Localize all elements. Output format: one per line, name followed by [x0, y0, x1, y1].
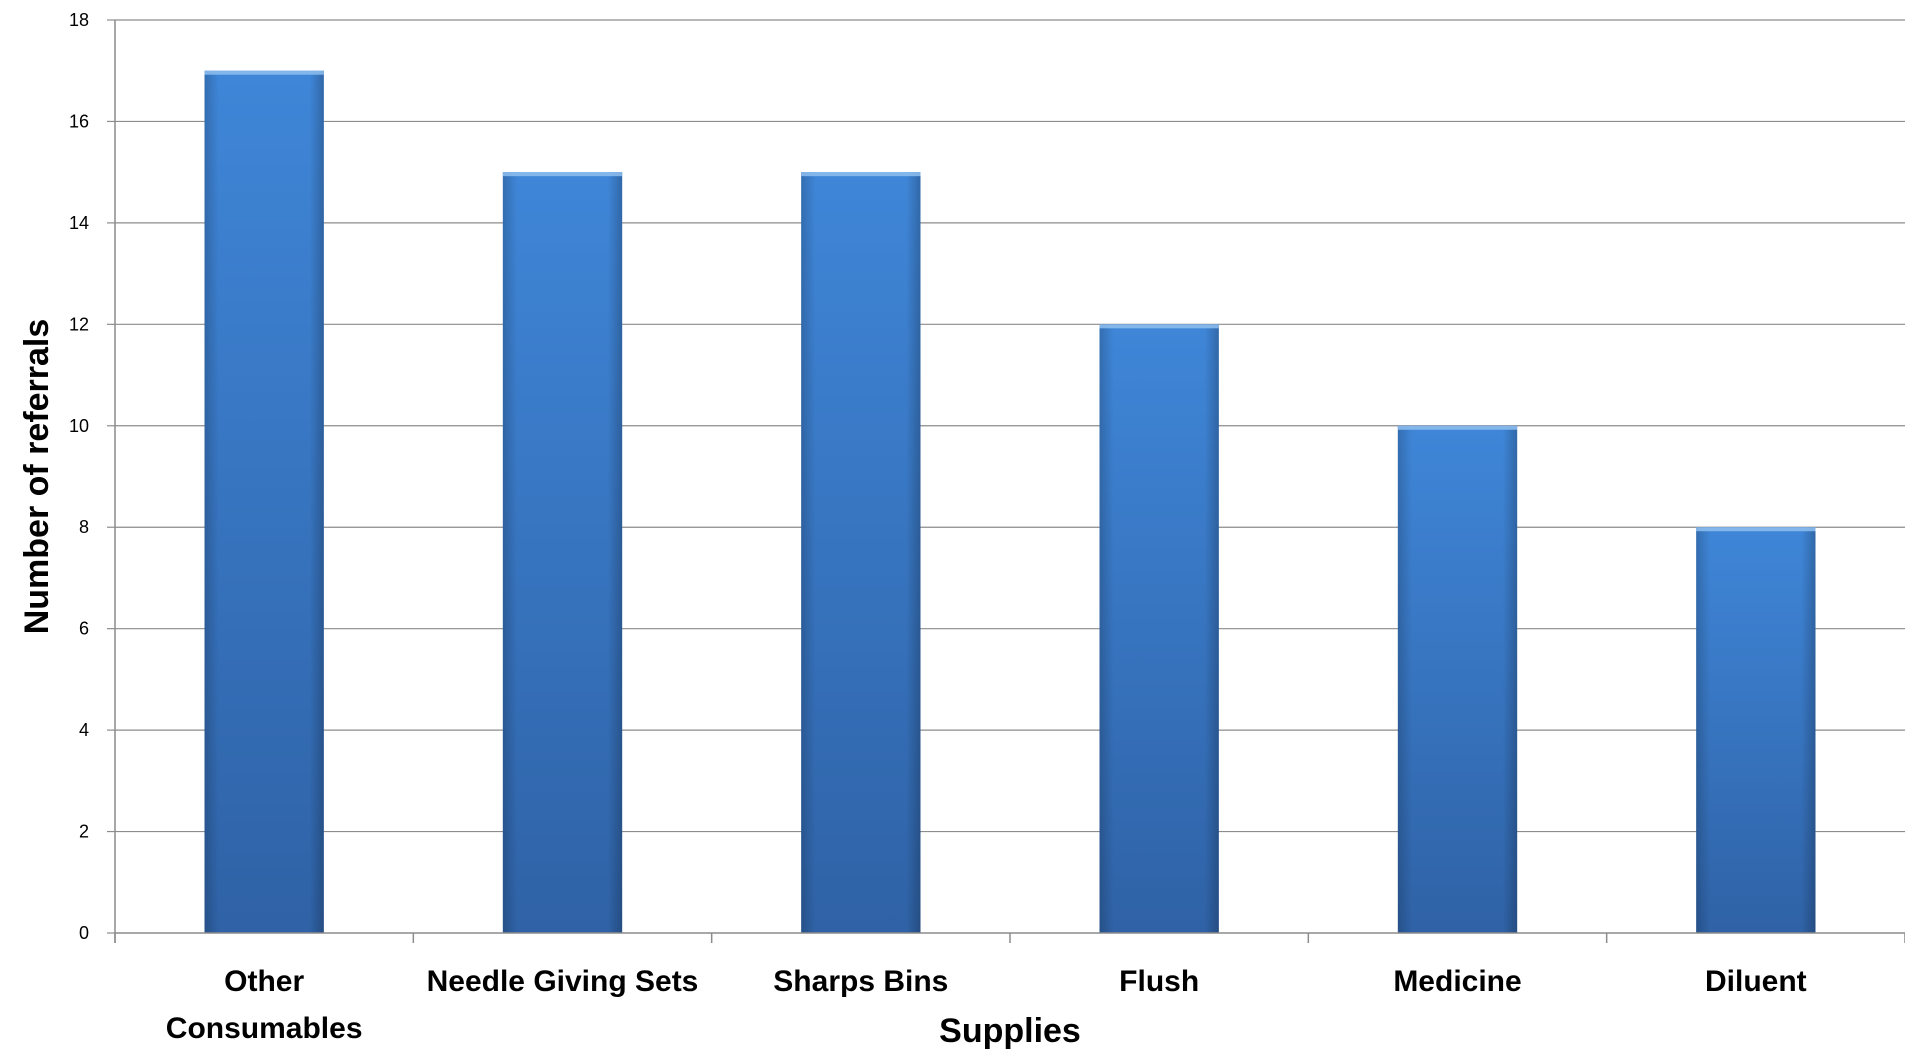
- bar-top-highlight: [204, 70, 324, 75]
- bar-shading: [1397, 425, 1518, 933]
- y-tick-label: 4: [79, 720, 89, 740]
- bars: [204, 70, 1816, 933]
- y-tick-label: 8: [79, 517, 89, 537]
- y-axis-title: Number of referrals: [18, 319, 56, 635]
- bar: [204, 70, 324, 933]
- x-category-label: Flush: [1119, 965, 1199, 998]
- y-tick-label: 6: [79, 619, 89, 639]
- bar: [1099, 324, 1219, 933]
- y-tick-label: 0: [79, 923, 89, 943]
- bar: [502, 172, 623, 933]
- bar-top-highlight: [502, 172, 623, 177]
- y-tick-label: 14: [69, 213, 89, 233]
- bar-top-highlight: [801, 172, 921, 177]
- bar: [1696, 527, 1816, 933]
- y-axis-tick-labels: 0 2 4 6 8 10 12 14 16 18: [69, 10, 89, 943]
- gridlines: [107, 19, 1905, 934]
- bar-top-highlight: [1696, 527, 1816, 532]
- y-tick-label: 18: [69, 10, 89, 30]
- bar-shading: [1099, 324, 1219, 933]
- bar-shading: [502, 172, 623, 933]
- bar: [801, 172, 921, 933]
- y-tick-label: 16: [69, 111, 89, 131]
- x-category-label: Medicine: [1393, 965, 1521, 998]
- bar-shading: [801, 172, 921, 933]
- y-tick-label: 12: [69, 314, 89, 334]
- bar-shading: [1696, 527, 1816, 933]
- bar-top-highlight: [1099, 324, 1219, 329]
- y-tick-label: 2: [79, 822, 89, 842]
- x-axis-category-labels: Other Consumables Needle Giving Sets Sharps…: [166, 965, 1807, 1045]
- x-category-label: Sharps Bins: [773, 965, 948, 998]
- x-category-label: Diluent: [1705, 965, 1807, 998]
- x-axis-title: Supplies: [939, 1012, 1081, 1050]
- x-category-label: Needle Giving Sets: [427, 965, 699, 998]
- bar-shading: [204, 70, 324, 933]
- axes: [114, 20, 1905, 943]
- x-category-label: Other Consumables: [166, 965, 363, 1045]
- bar-top-highlight: [1397, 425, 1518, 430]
- bar: [1397, 425, 1518, 933]
- y-tick-label: 10: [69, 416, 89, 436]
